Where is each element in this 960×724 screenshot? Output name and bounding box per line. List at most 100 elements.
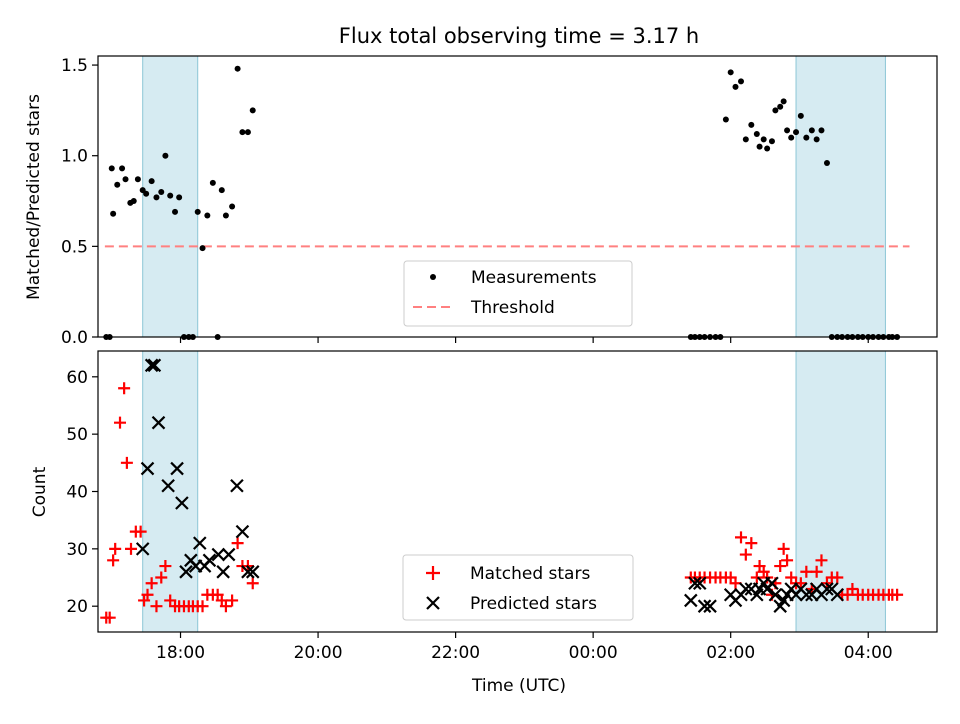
predicted-stars-point xyxy=(193,536,207,550)
predicted-stars-point xyxy=(820,582,834,596)
measurement-point xyxy=(153,194,160,201)
top-panel: 0.0 0.5 1.0 1.5 Matched/Predicted stars Mea… xyxy=(24,55,938,348)
matched-stars-point xyxy=(739,548,752,561)
matched-stars-point xyxy=(846,582,859,595)
measurement-point xyxy=(209,179,216,186)
top-legend-box xyxy=(403,260,633,327)
predicted-stars-point xyxy=(739,582,753,596)
measurement-point xyxy=(742,136,749,143)
measurement-point xyxy=(119,165,126,172)
x-tick-label: 22:00 xyxy=(431,643,480,663)
measurement-point xyxy=(134,176,141,183)
matched-stars-point xyxy=(800,565,813,578)
legend-measurements-marker xyxy=(430,274,436,280)
predicted-stars-point xyxy=(768,587,783,602)
matched-stars-point xyxy=(219,600,232,613)
measurement-point xyxy=(823,159,830,166)
measurement-point xyxy=(764,145,771,152)
legend-matched-label: Matched stars xyxy=(470,564,590,584)
predicted-stars-point xyxy=(697,599,712,613)
matched-stars-point xyxy=(103,611,116,624)
matched-stars-point xyxy=(109,542,122,555)
measurement-point xyxy=(772,107,779,114)
matched-stars-point xyxy=(815,554,828,567)
measurement-point xyxy=(244,129,251,136)
measurement-point xyxy=(234,65,241,72)
matched-stars-point xyxy=(750,571,763,584)
matched-stars-point xyxy=(735,531,748,544)
y-tick-label: 0.5 xyxy=(61,237,88,257)
measurement-point xyxy=(768,138,775,145)
predicted-stars-point xyxy=(799,587,814,602)
measurement-point xyxy=(148,178,155,185)
predicted-stars-point xyxy=(161,478,175,493)
predicted-stars-point xyxy=(151,415,166,430)
predicted-stars-point xyxy=(684,593,698,608)
predicted-stars-point xyxy=(765,576,779,591)
measurement-point xyxy=(110,210,117,217)
predicted-stars-point xyxy=(230,478,244,493)
y-tick-label: 0.0 xyxy=(61,328,88,348)
matched-stars-point xyxy=(226,594,239,607)
measurement-point xyxy=(143,190,150,197)
measurement-point xyxy=(108,165,115,172)
matched-stars-point xyxy=(781,554,794,567)
predicted-stars-point xyxy=(175,496,189,510)
top-shaded-spans xyxy=(142,55,886,338)
matched-stars-point xyxy=(891,588,904,601)
matched-stars-point xyxy=(810,565,823,578)
measurement-point xyxy=(158,188,165,195)
legend-predicted-label: Predicted stars xyxy=(470,594,597,614)
measurement-point xyxy=(808,127,815,134)
count-series xyxy=(100,358,904,624)
measurement-point xyxy=(803,134,810,141)
predicted-stars-point xyxy=(221,547,236,562)
x-tick-label: 18:00 xyxy=(156,643,205,663)
matched-stars-point xyxy=(831,571,844,584)
measurement-point xyxy=(199,245,206,252)
measurement-point xyxy=(218,187,225,194)
x-tick-label: 02:00 xyxy=(706,643,755,663)
legend-predicted-marker xyxy=(426,596,440,610)
predicted-stars-point xyxy=(202,553,217,568)
bottom-x-axis-label: Time (UTC) xyxy=(471,676,566,696)
measurement-point xyxy=(222,212,229,219)
measurement-point xyxy=(122,176,129,183)
matched-stars-point xyxy=(118,382,131,395)
x-tick-label: 20:00 xyxy=(294,643,343,663)
measurement-point xyxy=(793,129,800,136)
shaded-span xyxy=(142,350,199,633)
measurement-point xyxy=(249,107,256,114)
bottom-y-axis-label: Count xyxy=(30,466,50,517)
matched-stars-point xyxy=(125,542,138,555)
bottom-legend-box xyxy=(402,554,634,621)
predicted-stars-point xyxy=(241,565,255,579)
top-legend: Measurements Threshold xyxy=(403,260,633,327)
measurement-point xyxy=(756,143,763,150)
predicted-stars-point xyxy=(170,461,184,476)
measurement-point xyxy=(204,212,211,219)
matched-stars-point xyxy=(159,560,172,573)
bottom-shaded-spans xyxy=(142,350,886,633)
matched-stars-point xyxy=(745,537,758,550)
measurement-point xyxy=(748,121,755,128)
predicted-stars-point xyxy=(211,547,226,562)
measurement-point xyxy=(239,129,246,136)
measurement-point xyxy=(722,116,729,123)
predicted-stars-point xyxy=(144,358,159,373)
measurement-point xyxy=(162,152,169,159)
matched-stars-point xyxy=(141,588,154,601)
matched-stars-point xyxy=(774,560,787,573)
y-tick-label: 1.5 xyxy=(61,56,88,76)
measurement-point xyxy=(727,69,734,76)
measurement-point xyxy=(172,208,179,215)
measurement-point xyxy=(818,127,825,134)
predicted-stars-point xyxy=(140,461,155,476)
measurement-point xyxy=(167,192,174,199)
y-tick-label: 20 xyxy=(66,597,88,617)
matched-stars-point xyxy=(196,600,209,613)
measurement-point xyxy=(784,127,791,134)
measurement-point xyxy=(732,83,739,90)
measurement-point xyxy=(753,130,760,137)
